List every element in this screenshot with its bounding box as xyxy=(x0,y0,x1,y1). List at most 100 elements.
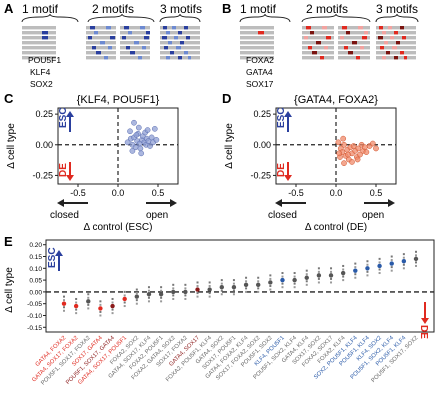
spread-marker xyxy=(390,269,393,272)
spread-marker xyxy=(293,282,296,285)
spread-marker xyxy=(342,279,345,282)
spread-marker xyxy=(342,264,345,267)
y-tick-label: -0.10 xyxy=(27,313,42,320)
panel-c-de-label: DE xyxy=(58,163,69,177)
spread-marker xyxy=(305,283,308,286)
spread-marker xyxy=(220,279,223,282)
spread-marker xyxy=(293,275,296,278)
spread-marker xyxy=(269,274,272,277)
motif-mark xyxy=(384,41,388,45)
motif-mark xyxy=(94,31,98,35)
motif-mark xyxy=(170,51,174,55)
sequence-row xyxy=(120,36,150,40)
panel-a-gene-1: POU5F1 xyxy=(28,55,61,65)
data-point xyxy=(341,160,347,167)
motif-mark xyxy=(128,31,132,35)
panel-b-brace-3 xyxy=(375,13,419,23)
spread-marker xyxy=(317,267,320,270)
panel-d-esc-label: ESC xyxy=(276,107,287,128)
spread-marker xyxy=(208,292,211,295)
mean-marker xyxy=(195,287,200,292)
motif-mark xyxy=(388,26,392,30)
spread-marker xyxy=(415,254,417,257)
spread-marker xyxy=(160,300,163,303)
x-tick-label: 0.0 xyxy=(112,188,125,198)
y-tick-label: -0.25 xyxy=(32,170,53,180)
motif-mark xyxy=(326,36,331,40)
spread-marker xyxy=(172,297,175,300)
motif-mark xyxy=(166,56,170,60)
sequence-row xyxy=(240,26,274,30)
panel-b-brace-2 xyxy=(301,13,371,23)
motif-mark xyxy=(312,51,317,55)
spread-marker xyxy=(281,272,284,275)
sequence-row xyxy=(160,51,200,55)
mean-marker xyxy=(158,292,164,297)
y-tick-label: 0.10 xyxy=(29,266,42,273)
mean-marker xyxy=(413,256,419,262)
panel-a-sequence-blocks xyxy=(22,26,200,60)
y-tick-label: -0.15 xyxy=(27,325,42,332)
panel-c-xlabel: Δ control (ESC) xyxy=(84,222,153,233)
spread-marker xyxy=(402,256,405,259)
motif-mark xyxy=(178,31,182,35)
panel-a-group-1: 1 motif xyxy=(22,2,59,16)
panel-a-brace-3 xyxy=(159,13,201,23)
motif-mark xyxy=(180,41,184,45)
spread-marker xyxy=(232,279,235,282)
spread-marker xyxy=(269,285,272,287)
mean-marker xyxy=(207,287,212,292)
sequence-row xyxy=(86,56,116,60)
motif-mark xyxy=(96,51,101,55)
spread-marker xyxy=(354,273,357,276)
spread-marker xyxy=(135,292,138,295)
motif-mark xyxy=(304,36,308,40)
spread-marker xyxy=(269,277,272,280)
panel-d-de-label: DE xyxy=(276,163,287,177)
mean-marker xyxy=(134,294,140,299)
spread-marker xyxy=(342,275,345,278)
motif-mark xyxy=(134,41,139,45)
panel-e-de-arrowhead xyxy=(421,318,429,324)
motif-mark xyxy=(166,31,170,35)
spread-marker xyxy=(257,276,260,279)
spread-marker xyxy=(220,293,223,296)
spread-marker xyxy=(378,261,381,264)
panel-a-brace-1 xyxy=(21,13,79,23)
spread-marker xyxy=(220,282,223,285)
data-point xyxy=(336,150,343,157)
spread-marker xyxy=(99,314,102,317)
panel-b-brace-1 xyxy=(239,13,291,23)
spread-marker xyxy=(208,281,211,284)
x-tick-label: -0.5 xyxy=(70,188,86,198)
motif-mark xyxy=(392,46,397,50)
spread-marker xyxy=(305,269,308,272)
spread-marker xyxy=(220,289,223,292)
panel-d-de-arrowhead xyxy=(284,175,292,181)
panel-e-esc-arrowhead xyxy=(55,250,63,256)
spread-marker xyxy=(293,272,296,275)
panel-a-gene-2: KLF4 xyxy=(30,67,51,77)
spread-marker xyxy=(208,295,211,298)
spread-marker xyxy=(378,257,381,260)
y-tick-label: 0.15 xyxy=(29,254,42,261)
sequence-row xyxy=(120,26,150,30)
mean-marker xyxy=(231,284,237,290)
motif-mark xyxy=(163,26,167,30)
x-tick-label: 0.5 xyxy=(370,188,383,198)
panel-e-letter: E xyxy=(4,234,13,249)
motif-mark xyxy=(346,31,350,35)
motif-mark xyxy=(162,36,167,40)
spread-marker xyxy=(378,268,381,271)
mean-marker xyxy=(183,289,188,295)
spread-marker xyxy=(366,274,369,277)
sequence-row xyxy=(160,36,200,40)
motif-mark xyxy=(42,31,48,35)
spread-marker xyxy=(330,270,333,273)
panel-e-points xyxy=(61,250,419,317)
sequence-row xyxy=(338,31,370,35)
motif-mark xyxy=(184,26,188,30)
motif-mark xyxy=(164,46,168,50)
motif-mark xyxy=(92,46,96,50)
motif-mark xyxy=(138,56,142,60)
